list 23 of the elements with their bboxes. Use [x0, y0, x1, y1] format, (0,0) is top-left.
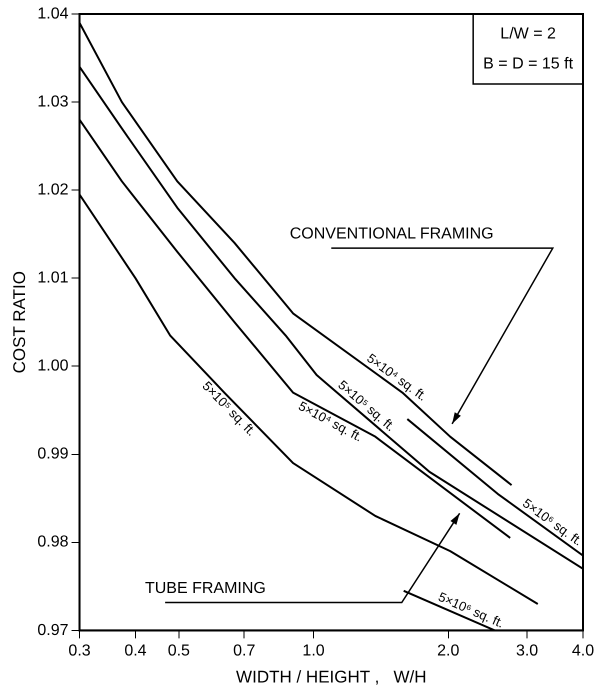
x-tick-label: 1.0 — [302, 642, 325, 660]
y-tick-label: 1.03 — [37, 93, 69, 110]
x-tick-label: 4.0 — [572, 642, 594, 660]
x-tick-label: 0.3 — [68, 642, 91, 660]
annotation: L/W = 2 — [500, 25, 556, 42]
y-tick-label: 0.97 — [37, 622, 69, 639]
annotation: CONVENTIONAL FRAMING — [290, 225, 494, 242]
y-tick-label: 1.00 — [37, 358, 69, 375]
y-tick-label: 1.01 — [37, 270, 69, 287]
annotation: B = D = 15 ft — [483, 55, 574, 72]
annotation: TUBE FRAMING — [144, 580, 266, 597]
x-tick-label: 0.4 — [124, 642, 147, 660]
x-tick-label: 0.7 — [233, 642, 256, 660]
y-tick-label: 0.98 — [37, 534, 69, 551]
y-tick-label: 0.99 — [37, 446, 69, 463]
y-tick-label: 1.02 — [37, 182, 69, 199]
x-tick-label: 2.0 — [437, 642, 460, 660]
text: 5×10⁶ sq. ft. — [436, 589, 506, 631]
y-tick-label: 1.04 — [37, 5, 69, 22]
y-axis-title: COST RATIO — [10, 271, 29, 374]
x-tick-label: 3.0 — [516, 642, 538, 660]
x-axis-title: WIDTH / HEIGHT , W/H — [236, 667, 426, 686]
x-tick-label: 0.5 — [168, 642, 190, 660]
